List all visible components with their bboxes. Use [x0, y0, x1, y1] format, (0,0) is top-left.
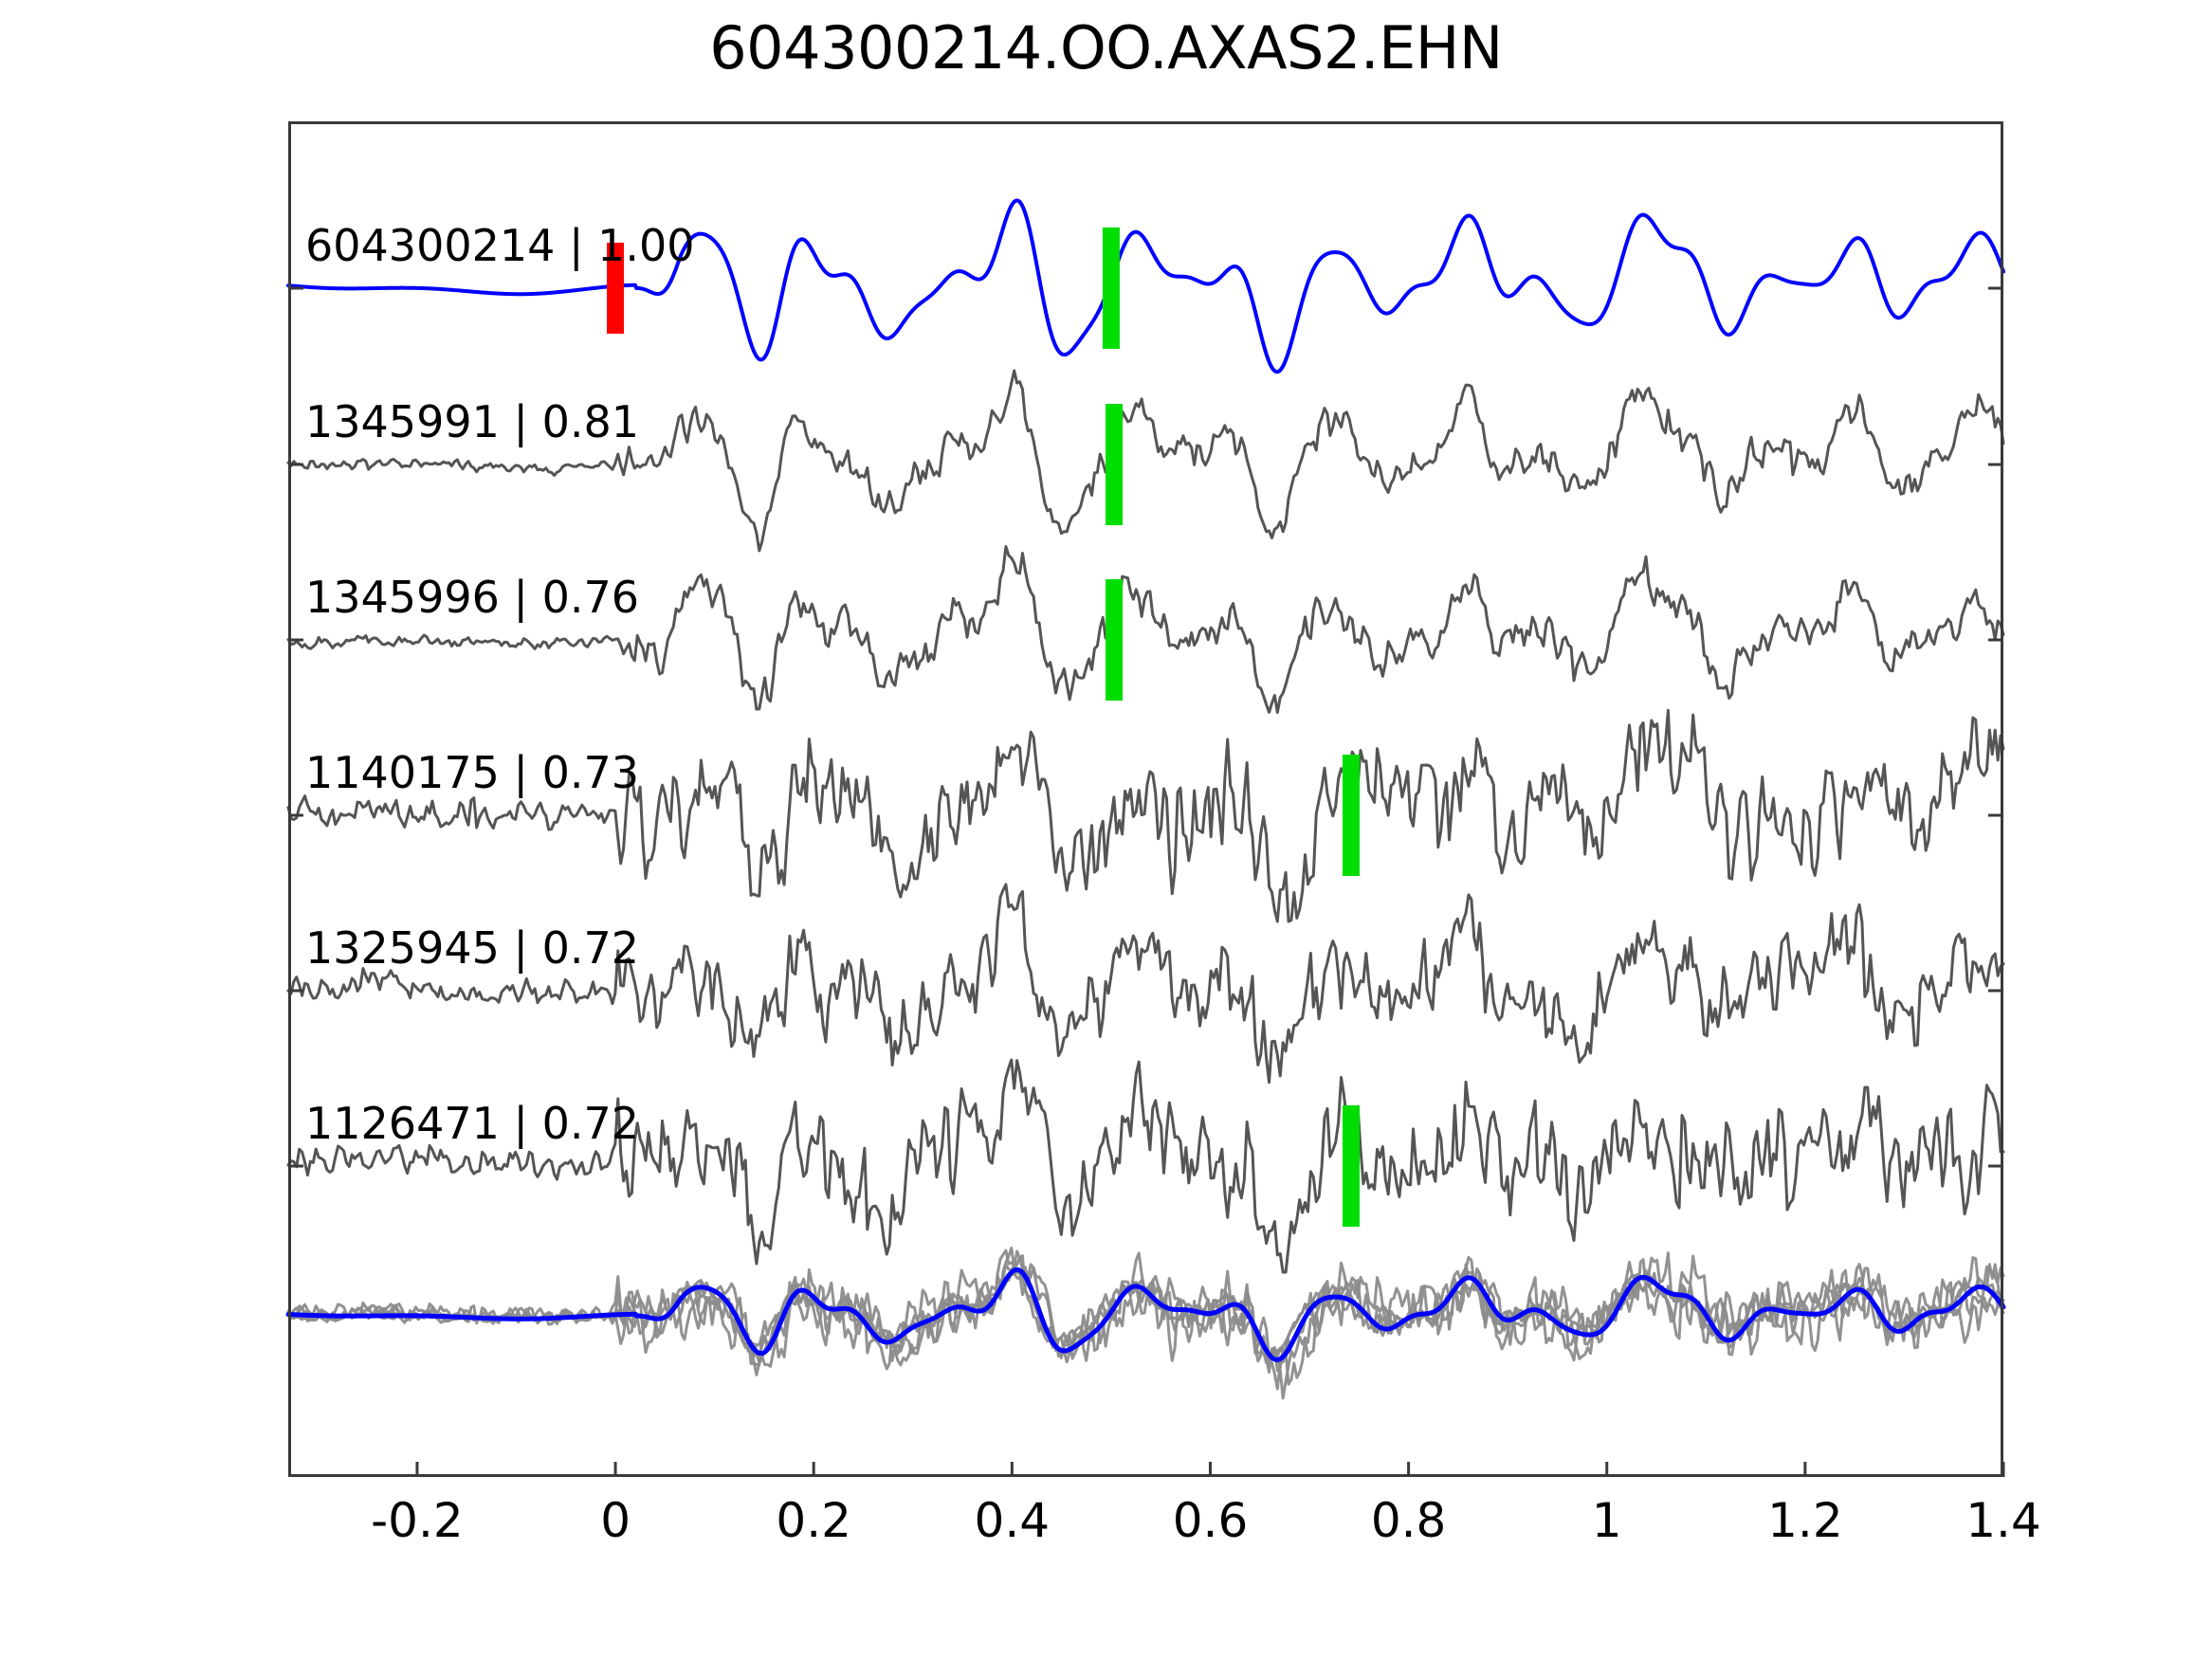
- waveform-canvas: [285, 198, 2006, 1477]
- trace-label-604300214: 604300214 | 1.00: [305, 220, 695, 271]
- pick-marker-604300214: [1102, 228, 1120, 349]
- trace-label-1345991: 1345991 | 0.81: [305, 396, 640, 447]
- x-axis-tick-labels: -0.2 0 0.2 0.4 0.6 0.8 1 1.2 1.4: [288, 1493, 2041, 1559]
- origin-marker-604300214: [607, 243, 625, 334]
- plot-area: 604300214 | 1.00 1345991 | 0.81 1345996 …: [285, 121, 2006, 1477]
- xtick-1.2: 1.2: [1767, 1493, 1843, 1548]
- pick-marker-1345996: [1106, 579, 1124, 701]
- pick-marker-1140175: [1342, 755, 1360, 876]
- waveform-trace-1140175: [286, 708, 2005, 923]
- waveform-trace-1345996: [286, 545, 2005, 715]
- waveform-trace-604300214: [286, 198, 2005, 374]
- xtick-0.2: 0.2: [776, 1493, 851, 1548]
- xtick--0.2: -0.2: [371, 1493, 464, 1548]
- xtick-0.4: 0.4: [974, 1493, 1051, 1548]
- xtick-1: 1: [1591, 1493, 1622, 1548]
- waveform-trace-1345991: [286, 369, 2005, 553]
- waveform-trace-1126471: [286, 1058, 2005, 1274]
- trace-label-1345996: 1345996 | 0.76: [305, 572, 640, 623]
- trace-label-1325945: 1325945 | 0.72: [305, 922, 640, 974]
- page-title: 604300214.OO.AXAS2.EHN: [709, 13, 1503, 82]
- trace-label-1126471: 1126471 | 0.72: [305, 1098, 640, 1149]
- xtick-0.6: 0.6: [1172, 1493, 1249, 1548]
- xtick-1.4: 1.4: [1965, 1493, 2041, 1548]
- waveform-trace-1325945: [286, 883, 2005, 1085]
- pick-marker-1126471: [1342, 1105, 1360, 1227]
- stack-mean-trace: [285, 1267, 2006, 1362]
- xtick-0: 0: [600, 1493, 631, 1548]
- pick-marker-1345991: [1106, 404, 1124, 525]
- xtick-0.8: 0.8: [1370, 1493, 1447, 1548]
- trace-label-1140175: 1140175 | 0.73: [305, 747, 640, 798]
